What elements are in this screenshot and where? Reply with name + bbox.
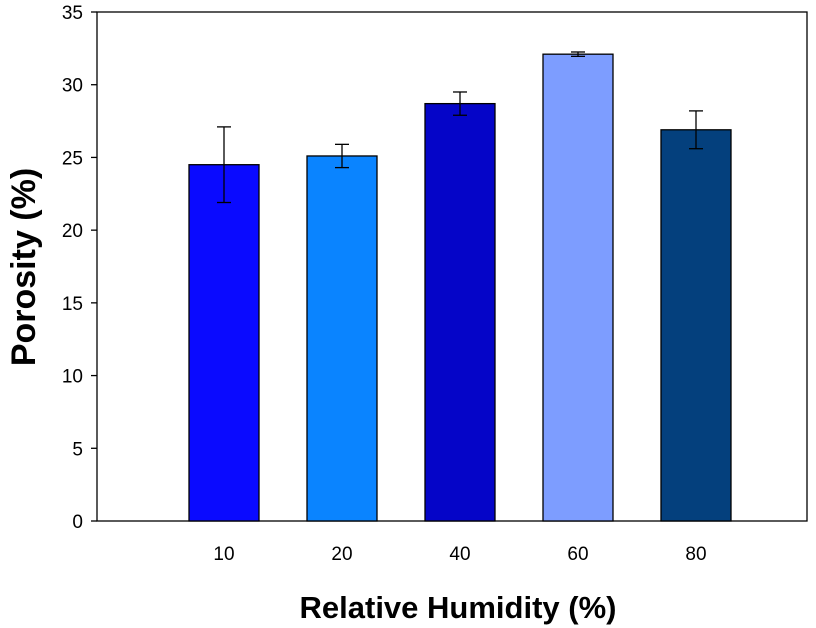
bar [660,129,732,522]
x-tick-label: 20 [331,544,352,565]
y-tick-label: 30 [62,76,83,97]
bar [188,164,260,522]
y-tick-label: 35 [62,3,83,24]
y-tick-label: 10 [62,367,83,388]
plot-area: 0 5 10 15 20 25 30 35 10 20 40 60 80 [62,3,808,565]
bar [306,155,378,522]
x-tick-label: 60 [567,544,588,565]
y-tick-label: 20 [62,221,83,242]
x-tick-label: 10 [213,544,234,565]
bar [424,102,496,522]
y-tick-label: 5 [72,439,83,460]
x-tick-label: 40 [449,544,470,565]
y-tick-label: 15 [62,294,83,315]
x-axis-title: Relative Humidity (%) [300,590,617,625]
y-tick-label: 0 [72,512,83,533]
y-axis-title: Porosity (%) [5,168,43,366]
bar [542,53,614,522]
x-tick-label: 80 [685,544,706,565]
y-tick-label: 25 [62,148,83,169]
